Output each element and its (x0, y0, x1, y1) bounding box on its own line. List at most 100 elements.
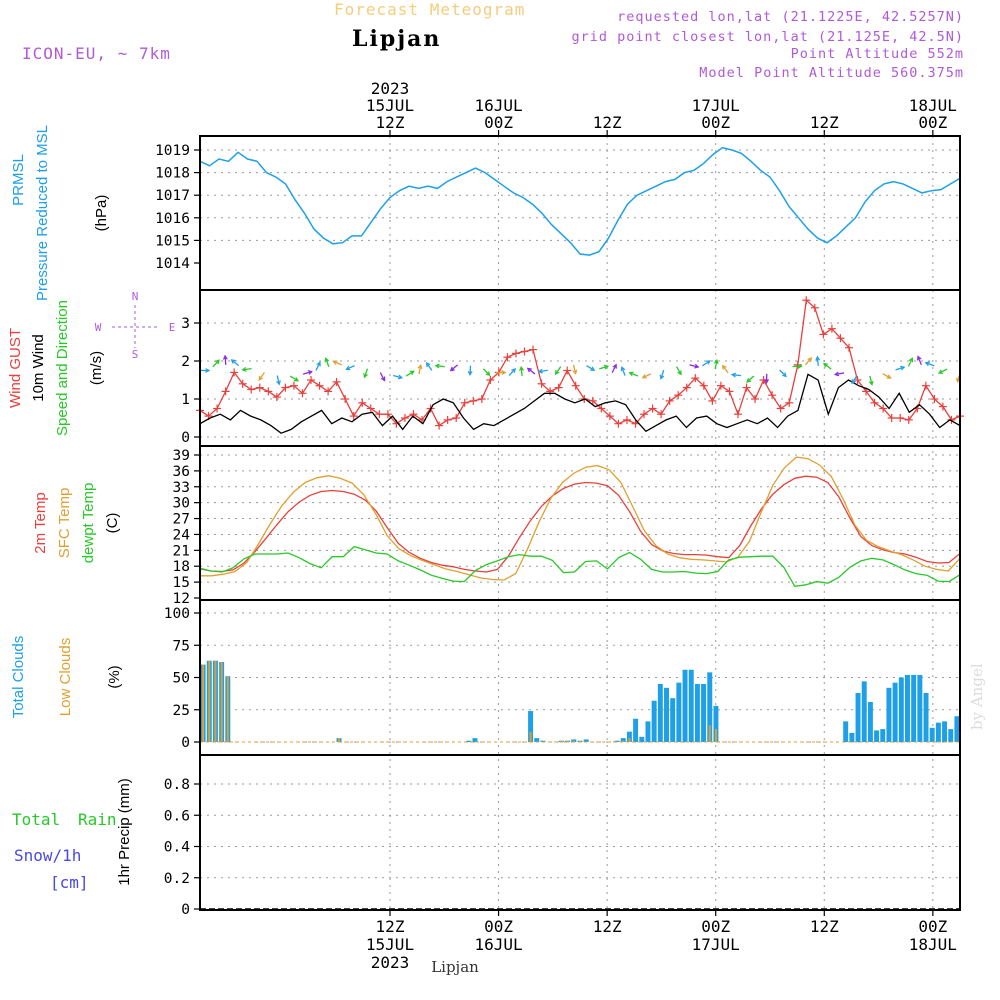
bottom-time-label: 18JUL (909, 935, 957, 954)
gust-marker (657, 410, 665, 418)
gust-marker (555, 384, 563, 392)
total-cloud-bar (683, 670, 688, 742)
total-cloud-bar (670, 698, 675, 742)
precip-ytick-label: 0.4 (164, 840, 190, 856)
wind-unit: (m/s) (88, 351, 105, 385)
temperature-ytick-label: 21 (173, 543, 190, 559)
gust-marker (922, 382, 930, 390)
gust-marker (649, 405, 657, 413)
low-cloud-bar (214, 661, 216, 742)
rain-side-label: Total (12, 810, 60, 829)
pressure-side-label: PRMSL (10, 154, 27, 206)
gust-marker (734, 410, 742, 418)
snow-unit-label: [cm] (50, 873, 89, 892)
temperature-ytick-label: 24 (173, 527, 191, 543)
gust-marker (896, 414, 904, 422)
total-cloud-bar (534, 738, 539, 742)
gust-marker (435, 422, 443, 430)
total-cloud-bar (695, 684, 700, 742)
total-cloud-bar (645, 721, 650, 742)
temperature-frame (200, 446, 960, 600)
gust-marker (520, 348, 528, 356)
gust-marker (777, 405, 785, 413)
precip-ytick-label: 0 (181, 902, 190, 918)
gust-marker (256, 384, 264, 392)
footer-station-label: Lipjan (431, 958, 479, 976)
total-cloud-bar (886, 688, 891, 742)
labels: 1014101510161017101810190123121518212427… (7, 79, 957, 976)
top-time-label: 12Z (810, 113, 839, 132)
wind-dir-side-label: Speed and Direction (54, 300, 71, 436)
gust-marker (247, 386, 255, 394)
total-cloud-bar (849, 733, 854, 742)
gust-marker (469, 397, 477, 405)
low-cloud-bar (227, 676, 229, 742)
gust-marker (529, 346, 537, 354)
total-cloud-bar (639, 737, 644, 742)
total-cloud-bar (911, 675, 916, 742)
wind-frame (200, 290, 960, 446)
gust-marker (478, 395, 486, 403)
data-layer (196, 148, 964, 909)
low-cloud-bar (530, 732, 532, 742)
gust-marker (725, 387, 733, 395)
gust-marker (708, 397, 716, 405)
bottom-time-label: 12Z (593, 917, 622, 936)
pressure-side-label-long: Pressure Reduced to MSL (34, 125, 51, 301)
gust-marker (572, 382, 580, 390)
total-cloud-bar (942, 721, 947, 742)
temperature-ytick-label: 15 (173, 575, 190, 591)
top-time-label: 12Z (376, 113, 405, 132)
precip-ytick-label: 0.2 (164, 871, 190, 887)
bottom-time-label: 12Z (810, 917, 839, 936)
gust-marker (358, 399, 366, 407)
gust-marker (623, 416, 631, 424)
total-cloud-bar (652, 701, 657, 742)
gust-marker (367, 405, 375, 413)
total-cloud-bar (862, 681, 867, 742)
gust-marker (563, 367, 571, 375)
low-cloud-bar (202, 665, 204, 742)
total-cloud-bar (664, 688, 669, 742)
cloud-unit: (%) (106, 665, 123, 688)
bottom-time-label: 16JUL (474, 935, 522, 954)
sfc-side-label: SFC Temp (56, 488, 73, 559)
precip-ytick-label: 0.8 (164, 777, 190, 793)
gust-marker (794, 361, 802, 369)
precip-ytick-label: 0.6 (164, 808, 190, 824)
total-cloud-bar (676, 683, 681, 742)
pressure-unit: (hPa) (93, 195, 110, 232)
gust-marker (341, 395, 349, 403)
temperature-ytick-label: 39 (173, 448, 190, 464)
top-time-label: 12Z (593, 113, 622, 132)
gust-marker (717, 382, 725, 390)
gust-marker (444, 416, 452, 424)
total-cloud-bar (924, 693, 929, 742)
dewpt-side-label: dewpt Temp (80, 483, 97, 564)
meteogram: Forecast Meteogram Lipjan ICON-EU, ~ 7km… (0, 0, 1000, 1000)
pressure-line (200, 148, 960, 255)
gust-marker (785, 399, 793, 407)
gust-marker (503, 353, 511, 361)
gust-marker (316, 382, 324, 390)
wind10m-line (200, 374, 960, 433)
clouds-ytick-label: 100 (164, 606, 190, 622)
gust-marker (819, 330, 827, 338)
total-cloud-bar (880, 729, 885, 742)
low-cloud-bar (221, 662, 223, 742)
pressure-ytick-label: 1016 (155, 211, 190, 227)
total-cloud-bar (701, 684, 706, 742)
total-cloud-bar (658, 684, 663, 742)
total-cloud-bar (843, 721, 848, 742)
grid (200, 136, 960, 910)
frames (194, 130, 960, 916)
total-cloud-bar (917, 675, 922, 742)
gust-side-label: Wind GUST (7, 328, 24, 408)
temperature-ytick-label: 36 (173, 464, 190, 480)
gust-marker (264, 387, 272, 395)
bottom-time-label: 15JUL (366, 935, 414, 954)
temperature-ytick-label: 12 (173, 591, 190, 607)
bottom-time-label: 2023 (371, 953, 410, 972)
total-cloud-bar (633, 719, 638, 742)
temperature-ytick-label: 30 (173, 496, 190, 512)
